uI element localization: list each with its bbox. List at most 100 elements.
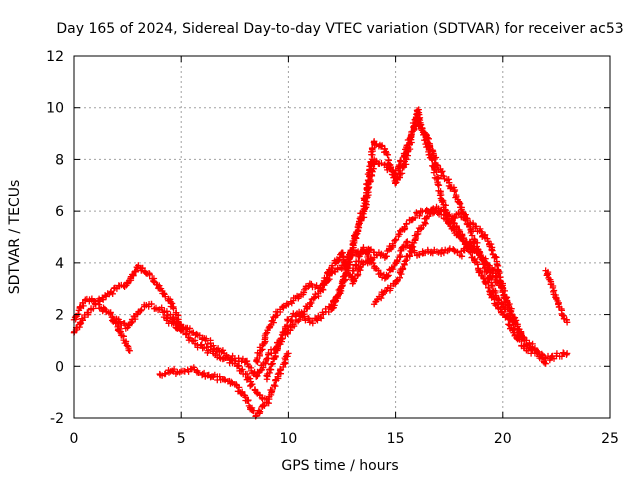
y-tick-label: 0 (55, 359, 64, 375)
series-trail-markers (447, 210, 462, 226)
series-trail-markers (297, 282, 313, 298)
series-trail-markers (415, 248, 429, 259)
series-trail-markers (488, 246, 507, 291)
series-track-e (160, 313, 271, 406)
series-trail-markers (317, 266, 335, 290)
series-trail-markers (274, 350, 291, 378)
series-trail-markers (360, 139, 378, 207)
series-trail-markers (393, 240, 410, 265)
series-trail-markers (125, 310, 141, 329)
x-tick-label: 25 (601, 431, 619, 447)
series-trail-markers (425, 143, 442, 188)
y-tick-label: 10 (46, 101, 64, 117)
series-trail-markers (233, 381, 249, 399)
series-trail-markers (329, 281, 346, 312)
series-trail-markers (92, 301, 109, 315)
series-trail-markers (287, 292, 302, 307)
series-trail-markers (489, 282, 505, 311)
series-trail-markers (426, 207, 441, 217)
series-trail-markers (328, 250, 345, 272)
series-trail-markers (393, 258, 409, 285)
series-trail-markers (373, 249, 387, 259)
series-trail-markers (446, 245, 461, 256)
series-trail-markers (243, 370, 259, 394)
series-trail-markers (403, 209, 420, 227)
series-trail-markers (254, 356, 270, 380)
series-track-d (156, 350, 292, 420)
series-trail-markers (179, 365, 194, 375)
y-axis-label: SDTVAR / TECUs (7, 180, 23, 295)
series-trail-markers (414, 106, 431, 151)
series-trail-markers (190, 329, 206, 343)
series-trail-markers (425, 246, 441, 257)
series-trail-markers (437, 165, 452, 184)
series-trail-markers (372, 141, 388, 152)
series-trail-markers (392, 158, 410, 187)
series-trail-markers (350, 258, 367, 285)
x-axis-ticks: 0 5 10 15 20 25 (70, 56, 619, 447)
series-trail-markers (372, 288, 387, 305)
series-trail-markers (382, 237, 398, 260)
series-trail-markers (190, 337, 205, 351)
series-trail-markers (544, 352, 558, 364)
y-tick-label: 6 (55, 204, 64, 220)
series-trail-markers (522, 337, 538, 353)
series-trail-markers (511, 331, 527, 350)
series-trail-markers (71, 315, 86, 335)
series-trail-markers (437, 246, 451, 257)
series-trail-markers (81, 300, 99, 319)
series-trail-markers (264, 308, 280, 334)
series-trail-markers (381, 148, 400, 186)
series-trail-markers (169, 365, 183, 377)
series-trail-markers (200, 369, 216, 381)
y-axis-ticks: -2 0 2 4 6 8 10 12 (46, 49, 610, 427)
series-trail-markers (211, 345, 227, 356)
y-tick-label: 2 (55, 308, 64, 324)
series-trail-markers (276, 300, 291, 316)
series-trail-markers (211, 371, 226, 384)
series-trail-markers (118, 332, 132, 354)
series-trail-markers (533, 347, 548, 366)
series-trail-markers (242, 397, 259, 420)
series-trail-markers (553, 349, 570, 360)
series-trail-markers (253, 330, 269, 366)
series-trail-markers (94, 292, 109, 305)
series-trail-markers (543, 268, 560, 301)
series-trail-markers (414, 214, 430, 238)
series-trail-markers (222, 376, 236, 387)
series-trail-markers (468, 240, 484, 262)
series-trail-markers (109, 315, 124, 335)
series-trail-markers (360, 246, 378, 270)
series-trail-markers (458, 238, 473, 260)
y-tick-label: -2 (50, 411, 64, 427)
y-tick-label: 4 (55, 256, 64, 272)
series-trail-markers (392, 223, 409, 243)
series-trail-markers (157, 285, 174, 304)
series-trail-markers (86, 295, 97, 305)
series-trail-markers (403, 232, 420, 260)
y-tick-label: 12 (46, 49, 64, 65)
data-series (70, 106, 571, 420)
series-track-f (253, 249, 378, 366)
x-tick-label: 0 (70, 431, 79, 447)
series-trail-markers (447, 223, 463, 240)
series-trail-markers (287, 316, 302, 334)
series-trail-markers (104, 284, 119, 298)
series-trail-markers (445, 182, 463, 206)
series-trail-markers (469, 219, 484, 235)
series-track-k (542, 267, 571, 326)
series-trail-markers (201, 344, 216, 356)
series-trail-markers (135, 301, 152, 315)
series-trail-markers (435, 208, 451, 223)
x-tick-label: 15 (387, 431, 405, 447)
series-track-c (109, 313, 133, 354)
series-trail-markers (254, 389, 270, 403)
series-trail-markers (157, 367, 173, 379)
grid-lines (74, 56, 610, 418)
series-trail-markers (479, 231, 495, 250)
series-trail-markers (383, 280, 398, 294)
series-track-j (370, 207, 549, 367)
series-trail-markers (115, 281, 130, 290)
plot-frame (73, 55, 611, 419)
series-trail-markers (212, 351, 226, 363)
